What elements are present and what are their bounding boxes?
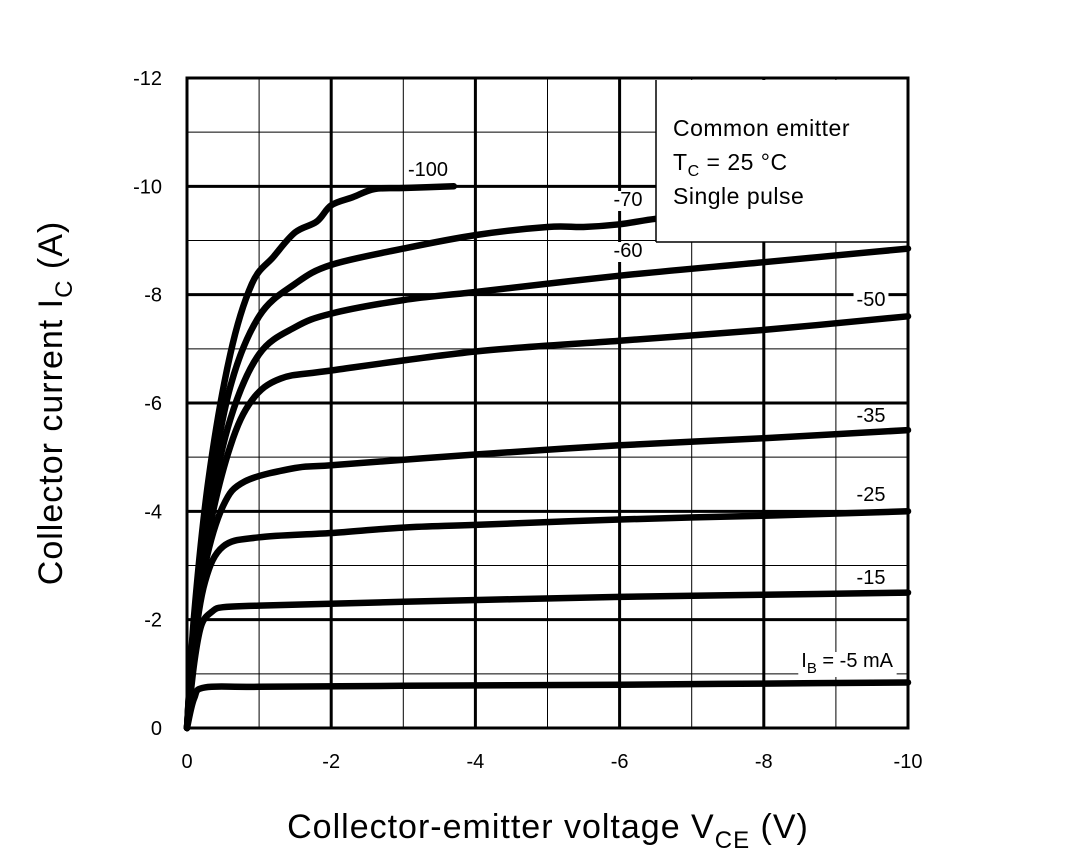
series-label: -60 bbox=[614, 240, 643, 262]
annotation-line-1: Common emitter bbox=[673, 115, 850, 141]
y-axis-title: Collector current IC (A) bbox=[32, 221, 78, 585]
y-tick-label: -6 bbox=[144, 393, 162, 415]
series-label-bg bbox=[404, 161, 452, 181]
x-axis-title: Collector-emitter voltage VCE (V) bbox=[287, 808, 809, 854]
series-label: IB = -5 mA bbox=[801, 650, 893, 677]
x-tick-label: -10 bbox=[894, 751, 923, 773]
x-tick-label: -2 bbox=[322, 751, 340, 773]
series-label-bg bbox=[798, 652, 897, 677]
series-label: -70 bbox=[614, 189, 643, 211]
series-label: -15 bbox=[857, 567, 886, 589]
curve-labels: IB = -5 mA -15 -25 -35 -50 -60 -70 -100 bbox=[404, 159, 897, 677]
annotation-line-2: TC = 25 °C bbox=[673, 149, 788, 180]
series-label-bg bbox=[853, 407, 889, 427]
y-tick-label: -8 bbox=[144, 285, 162, 307]
y-tick-label: -2 bbox=[144, 610, 162, 632]
series-label-bg bbox=[853, 291, 889, 311]
annotation-line-3: Single pulse bbox=[673, 183, 804, 209]
series-label: -35 bbox=[857, 405, 886, 427]
x-tick-label: -8 bbox=[755, 751, 773, 773]
curves bbox=[183, 183, 912, 732]
y-tick-label: 0 bbox=[151, 718, 162, 740]
series-label-bg bbox=[610, 191, 646, 211]
series-line bbox=[183, 589, 912, 732]
tick-labels: 0 -2 -4 -6 -8 -100-2-4-6-8-10-12 bbox=[133, 68, 922, 773]
y-tick-label: -12 bbox=[133, 68, 162, 90]
series-label-bg bbox=[610, 242, 646, 262]
series-line bbox=[183, 679, 912, 732]
series-label-bg bbox=[853, 569, 889, 589]
x-tick-label: -4 bbox=[467, 751, 485, 773]
series-label: -25 bbox=[857, 484, 886, 506]
x-tick-label: 0 bbox=[181, 751, 192, 773]
series-label-bg bbox=[853, 486, 889, 506]
series-label: -100 bbox=[408, 159, 448, 181]
series-label: -50 bbox=[857, 289, 886, 311]
series-line bbox=[183, 183, 458, 732]
x-tick-label: -6 bbox=[611, 751, 629, 773]
y-tick-label: -4 bbox=[144, 501, 162, 523]
legend-box bbox=[656, 80, 908, 242]
plot-frame bbox=[185, 76, 910, 730]
y-tick-label: -10 bbox=[133, 176, 162, 198]
